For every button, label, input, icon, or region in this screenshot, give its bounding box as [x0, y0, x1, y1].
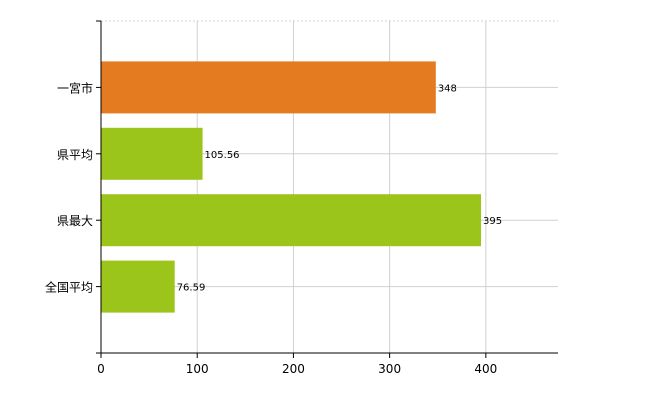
x-tick-label-1: 100	[186, 362, 209, 376]
x-tick-label-0: 0	[97, 362, 105, 376]
bar-2	[101, 194, 482, 247]
x-tick-label-3: 300	[378, 362, 401, 376]
x-tick-label-4: 400	[474, 362, 497, 376]
bar-0	[101, 61, 436, 114]
data-label-2: 395	[483, 216, 502, 227]
data-label-3: 76.59	[177, 283, 206, 294]
label-layer: 348 一宮市 105.56 県平均 395 県最大 76.59 全国平均 0 100 200 300…	[45, 80, 502, 376]
x-tick-label-2: 200	[282, 362, 305, 376]
data-label-0: 348	[438, 83, 457, 94]
axis-layer	[96, 20, 558, 358]
bar-3	[101, 260, 175, 313]
bar-layer	[101, 61, 482, 313]
category-label-2: 県最大	[57, 214, 93, 228]
category-label-0: 一宮市	[57, 80, 93, 95]
data-label-1: 105.56	[205, 150, 240, 161]
category-label-3: 全国平均	[45, 280, 93, 295]
category-label-1: 県平均	[57, 148, 93, 162]
bar-1	[101, 127, 203, 180]
